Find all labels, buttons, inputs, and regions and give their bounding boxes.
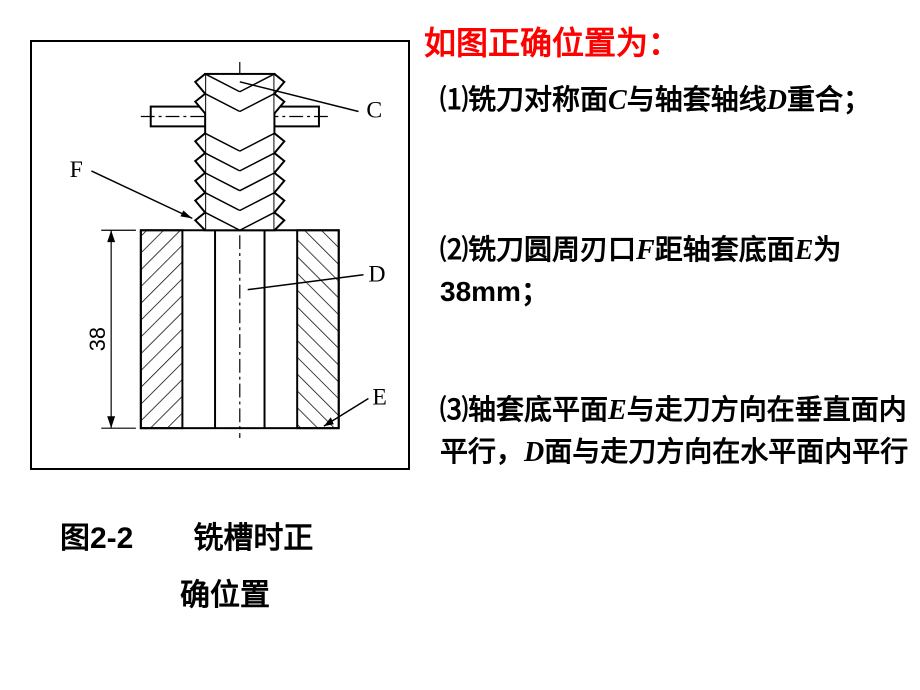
- technical-diagram: C F D E 38: [30, 40, 410, 470]
- bullet-point-2: ⑵铣刀圆周刃口F距轴套底面E为38mm；: [440, 230, 910, 312]
- bullet-point-3: ⑶轴套底平面E与走刀方向在垂直面内平行，D面与走刀方向在水平面内平行: [440, 390, 910, 473]
- label-f: F: [70, 157, 83, 183]
- label-c: C: [366, 97, 382, 123]
- dimension-label: 38: [85, 327, 110, 351]
- b2-var-e: E: [795, 235, 814, 266]
- bullet-point-1: ⑴铣刀对称面C与轴套轴线D重合；: [440, 80, 910, 122]
- diagram-svg: C F D E 38: [32, 42, 408, 468]
- b2-text-2: 距轴套底面: [655, 234, 795, 265]
- b1-text-2: 与轴套轴线: [627, 84, 767, 115]
- label-d: D: [368, 262, 385, 288]
- label-e: E: [372, 384, 387, 410]
- b1-var-c: C: [608, 85, 627, 116]
- b1-text-3: 重合；: [787, 84, 871, 115]
- b3-var-d: D: [524, 437, 544, 468]
- caption-line-1: 图2-2 铣槽时正: [60, 522, 313, 555]
- b1-text-1: ⑴铣刀对称面: [440, 84, 608, 115]
- b2-var-f: F: [636, 235, 655, 266]
- b1-var-d: D: [767, 85, 787, 116]
- page-title: 如图正确位置为：: [424, 18, 680, 64]
- figure-caption: 图2-2 铣槽时正 确位置: [60, 510, 313, 624]
- caption-line-2: 确位置: [60, 579, 270, 612]
- b2-text-1: ⑵铣刀圆周刃口: [440, 234, 636, 265]
- b3-text-3: 面与走刀方向在水平面内平行: [544, 436, 908, 467]
- b3-var-e: E: [608, 395, 627, 426]
- b3-text-1: ⑶轴套底平面: [440, 394, 608, 425]
